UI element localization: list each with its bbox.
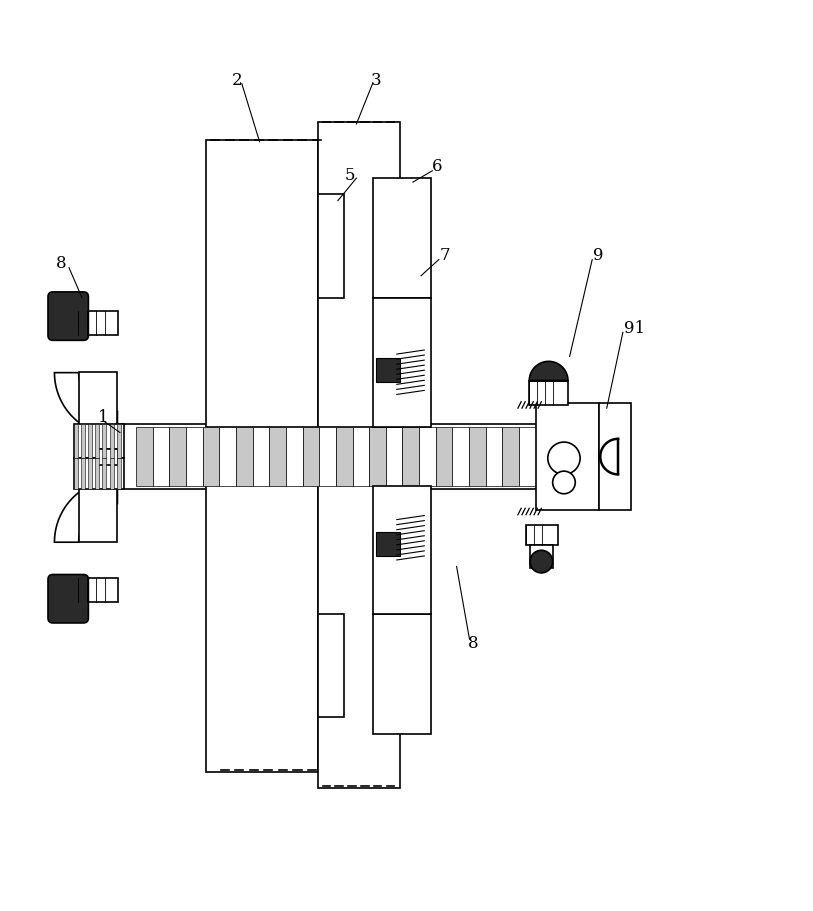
Bar <box>78 312 118 336</box>
Bar <box>186 427 202 487</box>
Bar <box>318 195 344 298</box>
Bar <box>117 425 120 459</box>
Bar <box>202 427 220 487</box>
Bar <box>402 427 420 487</box>
Bar <box>598 404 631 510</box>
Bar <box>207 141 318 427</box>
FancyBboxPatch shape <box>48 575 89 623</box>
Polygon shape <box>529 362 568 382</box>
Text: 3: 3 <box>371 72 381 89</box>
Bar <box>372 487 431 614</box>
Bar <box>207 486 318 772</box>
Bar <box>88 425 92 459</box>
Bar <box>80 373 117 427</box>
Bar <box>80 487 117 543</box>
Bar <box>88 459 92 489</box>
Text: 1: 1 <box>98 408 109 425</box>
Bar <box>102 459 107 489</box>
Bar <box>469 427 485 487</box>
Bar <box>74 459 78 489</box>
Bar <box>74 425 124 459</box>
Bar <box>302 427 320 487</box>
Text: 91: 91 <box>624 320 645 336</box>
Bar <box>81 459 85 489</box>
Bar <box>95 425 99 459</box>
Bar <box>372 298 431 427</box>
Text: 5: 5 <box>345 167 355 183</box>
Text: 2: 2 <box>232 72 242 89</box>
Bar <box>117 459 120 489</box>
Bar <box>519 427 536 487</box>
Bar <box>98 425 596 489</box>
Bar <box>110 425 114 459</box>
Bar <box>420 427 436 487</box>
Bar <box>136 427 153 487</box>
Bar <box>286 427 302 487</box>
Bar <box>110 459 114 489</box>
Bar <box>74 459 124 489</box>
Bar <box>376 359 400 383</box>
Bar <box>536 404 598 510</box>
Text: 8: 8 <box>467 634 478 651</box>
Bar <box>318 122 400 427</box>
Bar <box>436 427 452 487</box>
Bar <box>530 546 553 568</box>
Bar <box>318 614 344 718</box>
Bar <box>318 483 400 788</box>
Text: 7: 7 <box>440 247 450 264</box>
Bar <box>236 427 253 487</box>
Bar <box>102 425 107 459</box>
Bar <box>153 427 169 487</box>
Bar <box>372 614 431 733</box>
Circle shape <box>553 472 576 494</box>
Circle shape <box>548 443 580 475</box>
Polygon shape <box>54 374 117 436</box>
Bar <box>372 179 431 298</box>
Bar <box>81 425 85 459</box>
FancyBboxPatch shape <box>48 292 89 341</box>
Bar <box>253 427 269 487</box>
Bar <box>269 427 286 487</box>
Bar <box>320 427 336 487</box>
Circle shape <box>530 550 553 573</box>
Bar <box>529 382 568 405</box>
Bar <box>353 427 369 487</box>
Bar <box>98 449 118 466</box>
Bar <box>336 427 353 487</box>
Bar <box>74 425 78 459</box>
Bar <box>369 427 386 487</box>
Bar <box>485 427 502 487</box>
Bar <box>452 427 469 487</box>
Bar <box>98 449 118 464</box>
Bar <box>386 427 402 487</box>
Text: 8: 8 <box>55 255 66 272</box>
Bar <box>95 459 99 489</box>
Text: 6: 6 <box>432 159 442 175</box>
Bar <box>376 532 400 557</box>
Bar <box>502 427 519 487</box>
Text: 9: 9 <box>593 247 604 264</box>
Bar <box>220 427 236 487</box>
Bar <box>78 578 118 602</box>
Polygon shape <box>54 480 117 543</box>
Bar <box>169 427 186 487</box>
Bar <box>526 526 559 546</box>
